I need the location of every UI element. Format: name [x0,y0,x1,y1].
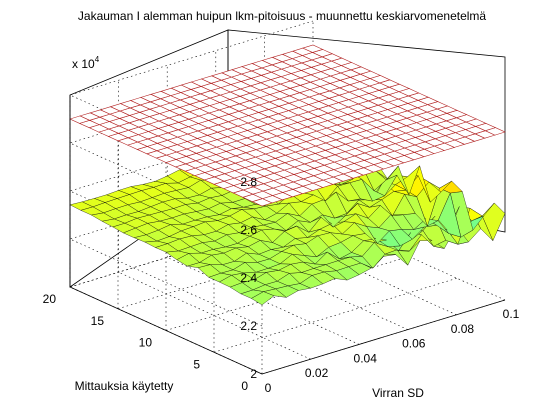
z-tick-label: 2.2 [240,319,257,333]
x-tick-label: 0.1 [503,307,520,321]
x-tick-label: 0.08 [451,322,475,336]
x-axis-title: Virran SD [372,386,424,400]
y-tick-label: 15 [91,314,105,328]
x-tick-label: 0 [265,381,272,395]
plane-cell [302,44,324,53]
y-tick-label: 10 [139,336,153,350]
x-tick-label: 0.06 [402,337,426,351]
axis-lines [69,95,506,375]
surface-patch [481,202,506,242]
chart-title: Jakauman I alemman huipun lkm-pitoisuus … [78,9,487,23]
x-axis-line [261,299,506,375]
surface-patch [69,201,94,211]
z-tick-label: 2.8 [240,175,257,189]
z-exponent-label: x 104 [72,55,100,71]
x-tick-label: 0.02 [305,366,329,380]
gridline-floor-x-2 [167,257,360,345]
z-tick-label: 2.6 [240,223,257,237]
x-tick-label: 0.04 [354,351,378,365]
y-tick-label: 5 [193,357,200,371]
y-axis-title: Mittauksia käytetty [75,379,174,393]
z-tick-label: 2.4 [240,271,257,285]
z-tick-label: 2 [250,367,257,381]
y-tick-label: 0 [241,379,248,393]
y-tick-label: 20 [43,292,57,306]
gridline-floor-x-1 [118,271,311,360]
gridline-floor-y-1 [213,277,458,353]
y-axis-line [69,286,263,375]
reference-plane [69,44,506,207]
